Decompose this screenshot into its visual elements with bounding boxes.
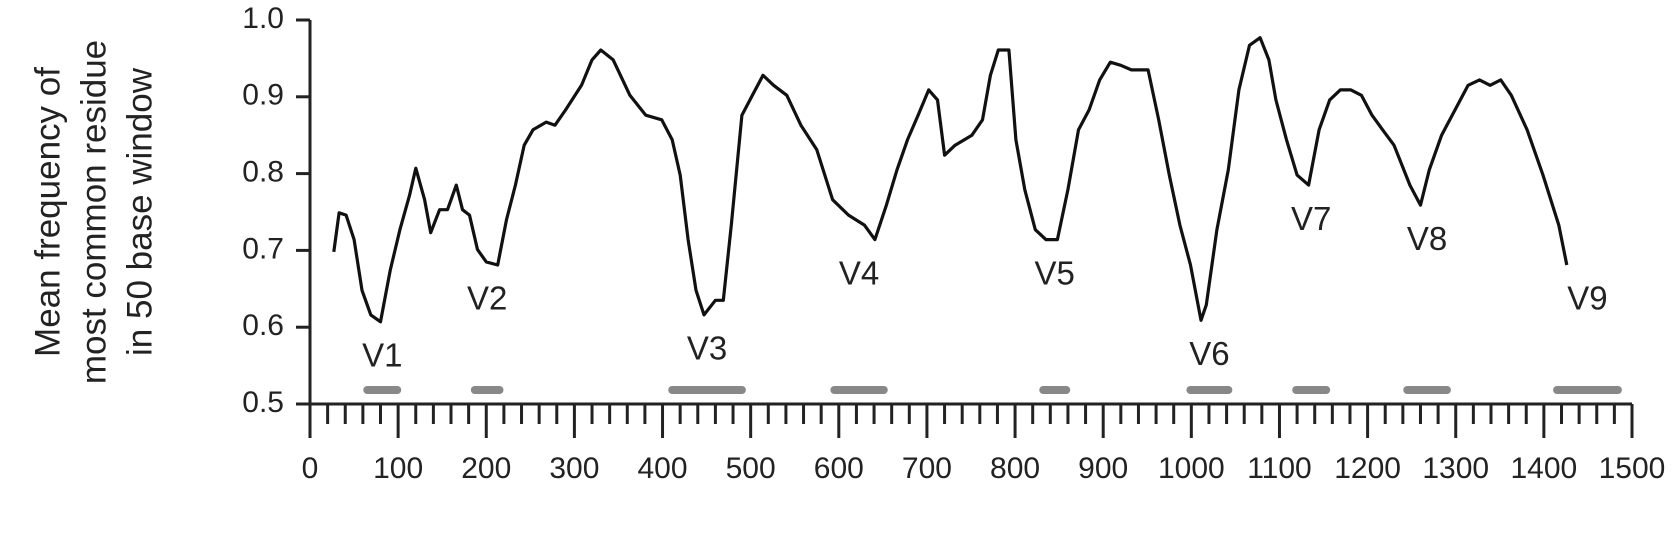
region-label: V1 [362,337,402,374]
y-tick-label: 0.5 [242,386,284,419]
region-label: V3 [687,330,727,367]
x-tick-label: 1200 [1334,452,1401,485]
y-axis-label-line: most common residue [74,40,113,384]
x-tick-label: 200 [461,452,511,485]
region-label: V6 [1189,335,1229,372]
x-tick-label: 1000 [1158,452,1225,485]
region-label: V2 [467,280,507,317]
x-tick-label: 500 [726,452,776,485]
y-axis-label: Mean frequency of most common residue in 5… [28,40,159,384]
x-tick-label: 1500 [1599,452,1666,485]
x-tick-label: 400 [638,452,688,485]
region-label: V8 [1407,220,1447,257]
x-tick-label: 0 [302,452,319,485]
y-tick-label: 0.7 [242,232,284,265]
data-line [332,36,1569,324]
x-tick-label: 300 [549,452,599,485]
region-label: V7 [1291,200,1331,237]
x-tick-label: 600 [814,452,864,485]
x-tick-label: 1300 [1422,452,1489,485]
y-axis-label-line: Mean frequency of [28,67,67,357]
y-tick-label: 0.8 [242,156,284,189]
x-tick-label: 700 [902,452,952,485]
region-label: V5 [1035,254,1075,291]
region-label: V9 [1567,280,1607,317]
y-tick-label: 1.0 [242,2,284,35]
x-tick-label: 100 [373,452,423,485]
y-tick-label: 0.9 [242,79,284,112]
x-tick-label: 800 [990,452,1040,485]
region-label: V4 [839,254,879,291]
x-tick-label: 1100 [1247,452,1312,485]
x-tick-label: 1400 [1510,452,1577,485]
y-axis-label-line: in 50 base window [120,67,159,356]
y-tick-label: 0.6 [242,309,284,342]
x-tick-label: 900 [1078,452,1128,485]
